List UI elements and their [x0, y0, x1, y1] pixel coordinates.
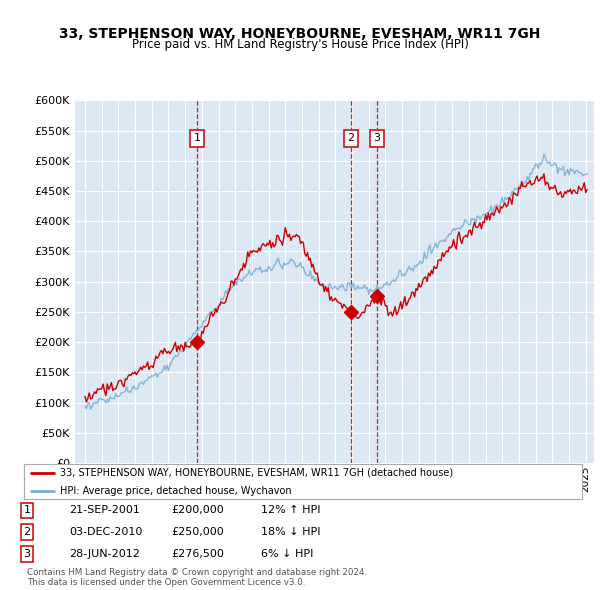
Text: HPI: Average price, detached house, Wychavon: HPI: Average price, detached house, Wych…: [60, 486, 292, 496]
Text: 2: 2: [23, 527, 31, 537]
Text: 1: 1: [194, 133, 200, 143]
Text: 2: 2: [347, 133, 354, 143]
Text: £276,500: £276,500: [171, 549, 224, 559]
Text: Price paid vs. HM Land Registry's House Price Index (HPI): Price paid vs. HM Land Registry's House …: [131, 38, 469, 51]
Text: 18% ↓ HPI: 18% ↓ HPI: [261, 527, 320, 537]
Text: £200,000: £200,000: [171, 506, 224, 515]
Text: 33, STEPHENSON WAY, HONEYBOURNE, EVESHAM, WR11 7GH: 33, STEPHENSON WAY, HONEYBOURNE, EVESHAM…: [59, 27, 541, 41]
Text: This data is licensed under the Open Government Licence v3.0.: This data is licensed under the Open Gov…: [27, 578, 305, 587]
Text: 21-SEP-2001: 21-SEP-2001: [69, 506, 140, 515]
Text: 3: 3: [373, 133, 380, 143]
Text: 33, STEPHENSON WAY, HONEYBOURNE, EVESHAM, WR11 7GH (detached house): 33, STEPHENSON WAY, HONEYBOURNE, EVESHAM…: [60, 468, 454, 478]
Text: 12% ↑ HPI: 12% ↑ HPI: [261, 506, 320, 515]
Text: 1: 1: [23, 506, 31, 515]
Text: 6% ↓ HPI: 6% ↓ HPI: [261, 549, 313, 559]
Text: 3: 3: [23, 549, 31, 559]
Text: 03-DEC-2010: 03-DEC-2010: [69, 527, 142, 537]
Text: Contains HM Land Registry data © Crown copyright and database right 2024.: Contains HM Land Registry data © Crown c…: [27, 568, 367, 577]
Text: £250,000: £250,000: [171, 527, 224, 537]
Text: 28-JUN-2012: 28-JUN-2012: [69, 549, 140, 559]
